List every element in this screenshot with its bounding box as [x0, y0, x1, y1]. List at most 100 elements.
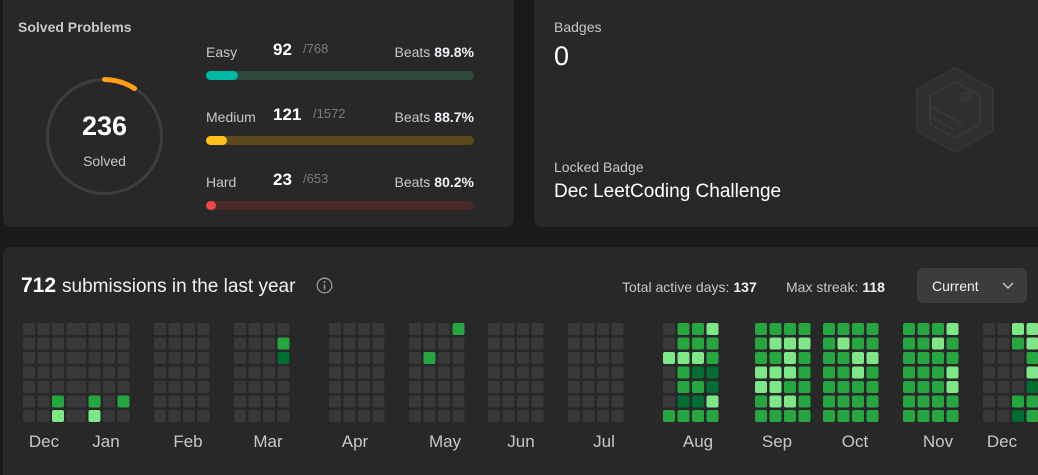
- calendar-day-cell[interactable]: [88, 410, 101, 422]
- calendar-day-cell[interactable]: [452, 337, 465, 350]
- calendar-day-cell[interactable]: [946, 381, 959, 393]
- calendar-day-cell[interactable]: [452, 381, 465, 393]
- calendar-day-cell[interactable]: [663, 337, 675, 350]
- calendar-day-cell[interactable]: [692, 323, 704, 335]
- calendar-day-cell[interactable]: [769, 410, 782, 422]
- calendar-day-cell[interactable]: [329, 395, 341, 408]
- calendar-day-cell[interactable]: [1026, 323, 1038, 335]
- calendar-day-cell[interactable]: [263, 410, 275, 422]
- calendar-day-cell[interactable]: [997, 410, 1010, 422]
- calendar-day-cell[interactable]: [358, 337, 370, 350]
- calendar-day-cell[interactable]: [677, 381, 690, 393]
- calendar-day-cell[interactable]: [798, 381, 811, 393]
- calendar-day-cell[interactable]: [866, 352, 879, 364]
- calendar-day-cell[interactable]: [692, 337, 704, 350]
- calendar-day-cell[interactable]: [531, 410, 544, 422]
- calendar-day-cell[interactable]: [117, 395, 130, 408]
- calendar-day-cell[interactable]: [23, 323, 35, 335]
- calendar-day-cell[interactable]: [168, 410, 181, 422]
- calendar-day-cell[interactable]: [531, 323, 544, 335]
- calendar-day-cell[interactable]: [23, 366, 35, 379]
- calendar-day-cell[interactable]: [611, 352, 624, 364]
- calendar-day-cell[interactable]: [903, 337, 915, 350]
- calendar-day-cell[interactable]: [372, 337, 385, 350]
- calendar-day-cell[interactable]: [517, 366, 529, 379]
- calendar-day-cell[interactable]: [677, 366, 690, 379]
- calendar-day-cell[interactable]: [277, 337, 290, 350]
- calendar-day-cell[interactable]: [88, 337, 101, 350]
- calendar-day-cell[interactable]: [677, 337, 690, 350]
- calendar-day-cell[interactable]: [677, 410, 690, 422]
- calendar-day-cell[interactable]: [117, 381, 130, 393]
- calendar-day-cell[interactable]: [1012, 410, 1024, 422]
- calendar-day-cell[interactable]: [852, 395, 864, 408]
- calendar-day-cell[interactable]: [866, 410, 879, 422]
- calendar-day-cell[interactable]: [423, 410, 436, 422]
- calendar-day-cell[interactable]: [597, 395, 609, 408]
- calendar-day-cell[interactable]: [903, 352, 915, 364]
- calendar-day-cell[interactable]: [372, 410, 385, 422]
- calendar-day-cell[interactable]: [502, 410, 515, 422]
- calendar-day-cell[interactable]: [248, 381, 261, 393]
- calendar-day-cell[interactable]: [946, 366, 959, 379]
- calendar-day-cell[interactable]: [946, 323, 959, 335]
- calendar-day-cell[interactable]: [197, 366, 210, 379]
- calendar-day-cell[interactable]: [798, 352, 811, 364]
- calendar-day-cell[interactable]: [248, 366, 261, 379]
- calendar-day-cell[interactable]: [372, 381, 385, 393]
- calendar-day-cell[interactable]: [248, 352, 261, 364]
- calendar-day-cell[interactable]: [234, 381, 246, 393]
- calendar-day-cell[interactable]: [502, 366, 515, 379]
- calendar-day-cell[interactable]: [234, 366, 246, 379]
- solved-progress-ring[interactable]: [43, 75, 166, 198]
- calendar-day-cell[interactable]: [438, 323, 450, 335]
- calendar-day-cell[interactable]: [1026, 381, 1038, 393]
- calendar-day-cell[interactable]: [917, 410, 930, 422]
- calendar-day-cell[interactable]: [531, 381, 544, 393]
- year-select[interactable]: Current: [917, 268, 1027, 303]
- calendar-day-cell[interactable]: [37, 366, 50, 379]
- calendar-day-cell[interactable]: [903, 323, 915, 335]
- calendar-day-cell[interactable]: [502, 337, 515, 350]
- calendar-day-cell[interactable]: [197, 352, 210, 364]
- calendar-day-cell[interactable]: [197, 337, 210, 350]
- calendar-day-cell[interactable]: [597, 337, 609, 350]
- calendar-day-cell[interactable]: [88, 352, 101, 364]
- calendar-day-cell[interactable]: [755, 381, 767, 393]
- calendar-day-cell[interactable]: [197, 323, 210, 335]
- calendar-day-cell[interactable]: [488, 323, 500, 335]
- calendar-day-cell[interactable]: [852, 366, 864, 379]
- calendar-day-cell[interactable]: [343, 366, 356, 379]
- calendar-day-cell[interactable]: [769, 352, 782, 364]
- calendar-day-cell[interactable]: [755, 352, 767, 364]
- calendar-day-cell[interactable]: [88, 323, 101, 335]
- calendar-day-cell[interactable]: [798, 323, 811, 335]
- calendar-day-cell[interactable]: [706, 352, 719, 364]
- calendar-day-cell[interactable]: [502, 395, 515, 408]
- calendar-day-cell[interactable]: [103, 352, 115, 364]
- calendar-day-cell[interactable]: [692, 395, 704, 408]
- calendar-day-cell[interactable]: [277, 352, 290, 364]
- calendar-day-cell[interactable]: [23, 410, 35, 422]
- calendar-day-cell[interactable]: [438, 410, 450, 422]
- calendar-day-cell[interactable]: [769, 381, 782, 393]
- calendar-day-cell[interactable]: [706, 410, 719, 422]
- calendar-day-cell[interactable]: [837, 337, 850, 350]
- calendar-day-cell[interactable]: [197, 395, 210, 408]
- calendar-day-cell[interactable]: [502, 352, 515, 364]
- calendar-day-cell[interactable]: [329, 381, 341, 393]
- calendar-day-cell[interactable]: [611, 337, 624, 350]
- calendar-day-cell[interactable]: [409, 381, 421, 393]
- calendar-day-cell[interactable]: [168, 395, 181, 408]
- calendar-day-cell[interactable]: [343, 337, 356, 350]
- calendar-day-cell[interactable]: [438, 352, 450, 364]
- calendar-day-cell[interactable]: [677, 395, 690, 408]
- calendar-day-cell[interactable]: [823, 337, 835, 350]
- calendar-day-cell[interactable]: [784, 323, 796, 335]
- calendar-day-cell[interactable]: [154, 352, 166, 364]
- calendar-day-cell[interactable]: [677, 352, 690, 364]
- calendar-day-cell[interactable]: [663, 352, 675, 364]
- calendar-day-cell[interactable]: [517, 395, 529, 408]
- info-icon[interactable]: [316, 277, 333, 294]
- calendar-day-cell[interactable]: [74, 366, 86, 379]
